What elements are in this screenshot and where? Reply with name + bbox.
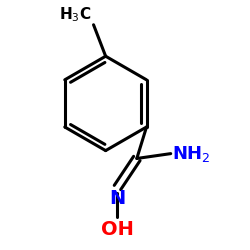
Text: OH: OH bbox=[101, 220, 134, 239]
Text: N: N bbox=[109, 189, 126, 208]
Text: NH$_2$: NH$_2$ bbox=[172, 144, 210, 164]
Text: H$_3$C: H$_3$C bbox=[59, 5, 91, 24]
